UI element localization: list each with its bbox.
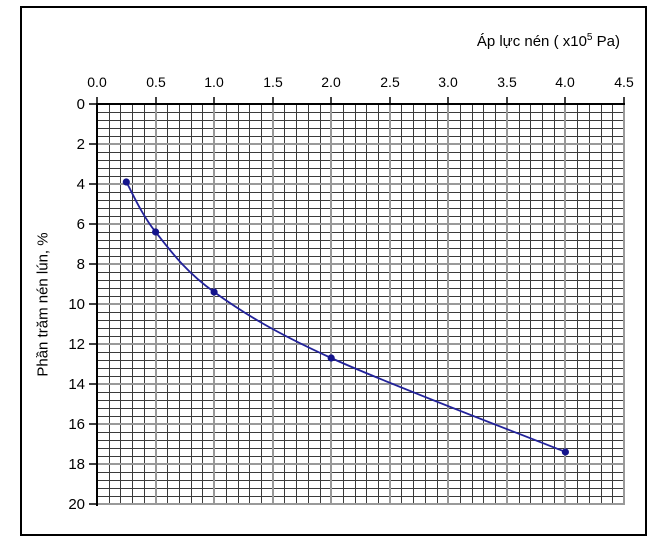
x-tick-label: 1.5 [263, 74, 283, 90]
x-tick-label: 2.5 [380, 74, 400, 90]
data-point-marker [327, 354, 335, 362]
x-tick-label: 3.5 [497, 74, 517, 90]
y-tick-label: 20 [68, 496, 85, 513]
data-point-marker [152, 228, 160, 236]
y-tick-label: 18 [68, 456, 85, 473]
data-point-marker [561, 448, 570, 456]
x-axis-title-exponent: 5 [586, 32, 593, 43]
data-point-marker [122, 178, 130, 186]
y-tick-label: 14 [68, 376, 85, 393]
y-tick-label: 12 [68, 336, 85, 353]
x-tick-label: 0.0 [87, 74, 107, 90]
y-tick-label: 0 [77, 96, 85, 113]
y-tick-label: 16 [68, 416, 85, 433]
x-axis-title: Áp lực nén ( x105 Pa) [300, 32, 620, 50]
x-tick-label: 1.0 [204, 74, 224, 90]
x-axis-title-suffix: Pa) [592, 33, 620, 50]
x-tick-label: 4.5 [614, 74, 634, 90]
y-tick-label: 6 [77, 216, 85, 233]
y-tick-label: 10 [68, 296, 85, 313]
x-axis-title-prefix: Áp lực nén ( x10 [476, 33, 587, 50]
x-tick-label: 4.0 [555, 74, 575, 90]
y-tick-label: 8 [77, 256, 85, 273]
x-tick-label: 3.0 [438, 74, 458, 90]
settlement-curve [125, 181, 566, 453]
x-tick-label: 2.0 [321, 74, 341, 90]
y-tick-label: 2 [77, 136, 85, 153]
data-point-marker [210, 288, 218, 296]
x-tick-label: 0.5 [146, 74, 166, 90]
y-tick-label: 4 [77, 176, 85, 193]
